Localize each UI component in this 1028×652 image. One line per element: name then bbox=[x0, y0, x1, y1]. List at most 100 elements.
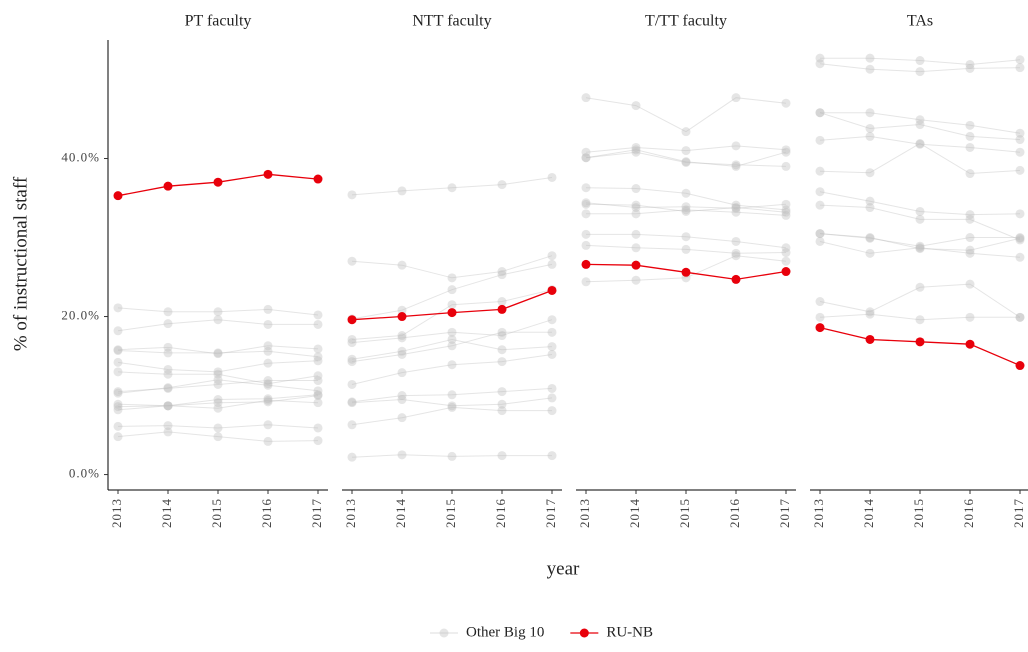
data-point bbox=[497, 357, 507, 367]
data-point bbox=[447, 285, 457, 295]
data-point bbox=[1015, 135, 1025, 145]
data-point bbox=[781, 207, 791, 217]
data-point bbox=[681, 157, 691, 167]
data-point bbox=[347, 256, 357, 266]
data-point bbox=[313, 376, 323, 386]
data-point bbox=[497, 327, 507, 337]
data-point bbox=[263, 319, 273, 329]
data-point bbox=[915, 115, 925, 125]
data-point bbox=[731, 251, 741, 261]
data-point bbox=[865, 53, 875, 63]
data-point bbox=[681, 206, 691, 216]
data-point bbox=[815, 229, 825, 239]
facet-title: TAs bbox=[907, 13, 933, 30]
series-line bbox=[585, 97, 787, 133]
series-line bbox=[351, 354, 553, 385]
x-tick-label: 2017 bbox=[543, 498, 558, 528]
series-line bbox=[819, 112, 1021, 141]
x-tick-label: 2015 bbox=[209, 498, 224, 528]
series-line bbox=[585, 203, 787, 213]
series-line bbox=[585, 202, 787, 209]
series-line bbox=[585, 244, 787, 254]
data-point bbox=[915, 206, 925, 216]
data-point bbox=[113, 191, 123, 201]
x-tick-label: 2014 bbox=[861, 498, 876, 528]
data-point bbox=[581, 209, 591, 219]
data-point bbox=[965, 279, 975, 289]
data-point bbox=[547, 406, 557, 416]
y-axis-title: % of instructional staff bbox=[10, 176, 31, 351]
data-point bbox=[781, 243, 791, 253]
data-point bbox=[213, 367, 223, 377]
data-point bbox=[965, 63, 975, 73]
series-line bbox=[585, 187, 787, 211]
data-point bbox=[681, 202, 691, 212]
data-point bbox=[865, 196, 875, 206]
legend-label: RU-NB bbox=[606, 624, 653, 640]
data-point bbox=[497, 180, 507, 190]
data-point bbox=[1015, 235, 1025, 245]
data-point bbox=[313, 423, 323, 433]
data-point bbox=[497, 270, 507, 280]
data-point bbox=[731, 248, 741, 258]
data-point bbox=[447, 341, 457, 351]
x-tick-label: 2016 bbox=[493, 498, 508, 528]
data-point bbox=[213, 307, 223, 317]
data-point bbox=[263, 346, 273, 356]
data-point bbox=[397, 368, 407, 378]
data-point bbox=[781, 147, 791, 157]
data-point bbox=[113, 432, 123, 442]
data-point bbox=[347, 338, 357, 348]
data-point bbox=[581, 198, 591, 208]
data-point bbox=[213, 432, 223, 442]
data-point bbox=[865, 64, 875, 74]
data-point bbox=[547, 172, 557, 182]
data-point bbox=[347, 397, 357, 407]
data-point bbox=[163, 181, 173, 191]
data-point bbox=[113, 421, 123, 431]
data-point bbox=[263, 397, 273, 407]
data-point bbox=[815, 229, 825, 239]
data-point bbox=[347, 379, 357, 389]
data-point bbox=[865, 168, 875, 178]
data-point bbox=[581, 199, 591, 209]
data-point bbox=[915, 315, 925, 325]
data-point bbox=[1015, 209, 1025, 219]
data-point bbox=[313, 174, 323, 184]
data-point bbox=[163, 364, 173, 374]
data-point bbox=[263, 358, 273, 368]
series-line bbox=[819, 191, 1021, 216]
data-point bbox=[781, 267, 791, 277]
legend-marker bbox=[439, 628, 449, 638]
data-point bbox=[631, 147, 641, 157]
data-point bbox=[731, 274, 741, 284]
data-point bbox=[731, 161, 741, 171]
data-point bbox=[263, 436, 273, 446]
x-tick-label: 2016 bbox=[727, 498, 742, 528]
data-point bbox=[915, 243, 925, 253]
data-point bbox=[113, 388, 123, 398]
data-point bbox=[313, 310, 323, 320]
data-point bbox=[731, 160, 741, 170]
data-point bbox=[915, 139, 925, 149]
data-point bbox=[163, 319, 173, 329]
series-line bbox=[351, 255, 553, 279]
x-tick-label: 2013 bbox=[811, 498, 826, 528]
data-point bbox=[681, 267, 691, 277]
data-point bbox=[547, 285, 557, 295]
data-point bbox=[731, 203, 741, 213]
data-point bbox=[965, 233, 975, 243]
data-point bbox=[1015, 312, 1025, 322]
data-point bbox=[865, 108, 875, 118]
data-point bbox=[581, 259, 591, 269]
data-point bbox=[581, 229, 591, 239]
data-point bbox=[915, 244, 925, 254]
data-point bbox=[547, 315, 557, 325]
data-point bbox=[313, 436, 323, 446]
facet-title: NTT faculty bbox=[412, 13, 491, 30]
data-point bbox=[681, 205, 691, 215]
data-point bbox=[313, 344, 323, 354]
series-line bbox=[351, 177, 553, 196]
series-line bbox=[819, 142, 1021, 175]
